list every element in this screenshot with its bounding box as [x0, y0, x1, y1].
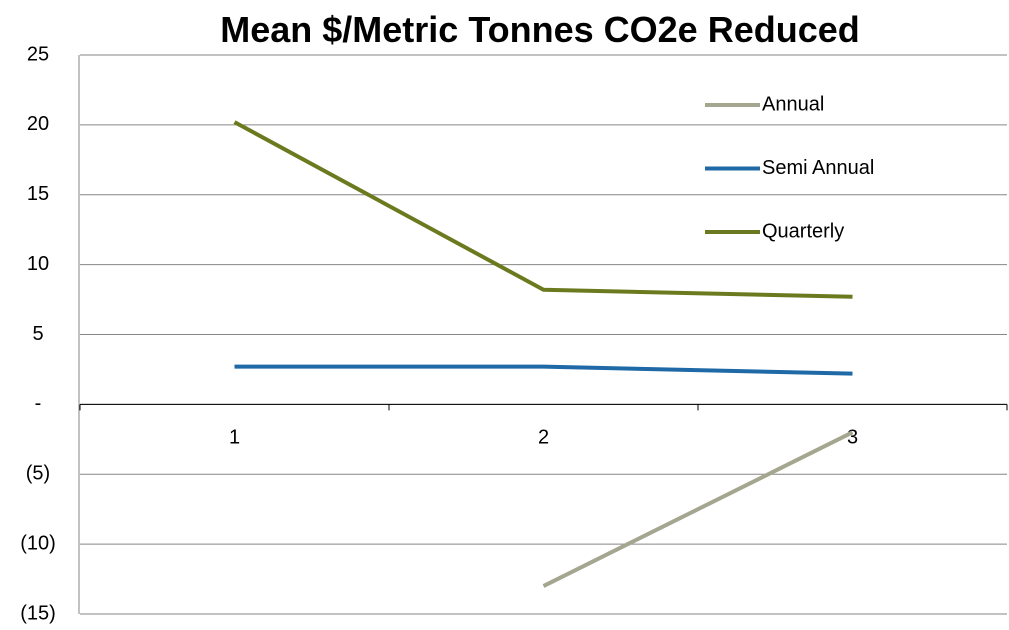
- legend-label: Annual: [762, 93, 824, 115]
- x-tick-label: 2: [538, 427, 549, 449]
- x-tick-label: 3: [847, 427, 858, 449]
- series-line: [542, 430, 854, 588]
- y-tick-label: (10): [20, 532, 56, 554]
- legend-label: Quarterly: [762, 220, 844, 242]
- y-tick-label: (15): [20, 602, 56, 624]
- y-tick-label: 10: [27, 253, 49, 275]
- y-tick-label: 25: [27, 43, 49, 65]
- y-tick-label: 20: [27, 113, 49, 135]
- y-tick-label: 15: [27, 183, 49, 205]
- y-tick-label: (5): [26, 463, 50, 485]
- series-line: [234, 364, 853, 376]
- x-tick-label: 1: [229, 427, 240, 449]
- chart-title: Mean $/Metric Tonnes CO2e Reduced: [220, 9, 860, 50]
- y-tick-label: -: [35, 393, 42, 415]
- y-tick-label: 5: [32, 323, 43, 345]
- series-line: [233, 120, 853, 299]
- legend-label: Semi Annual: [762, 157, 874, 179]
